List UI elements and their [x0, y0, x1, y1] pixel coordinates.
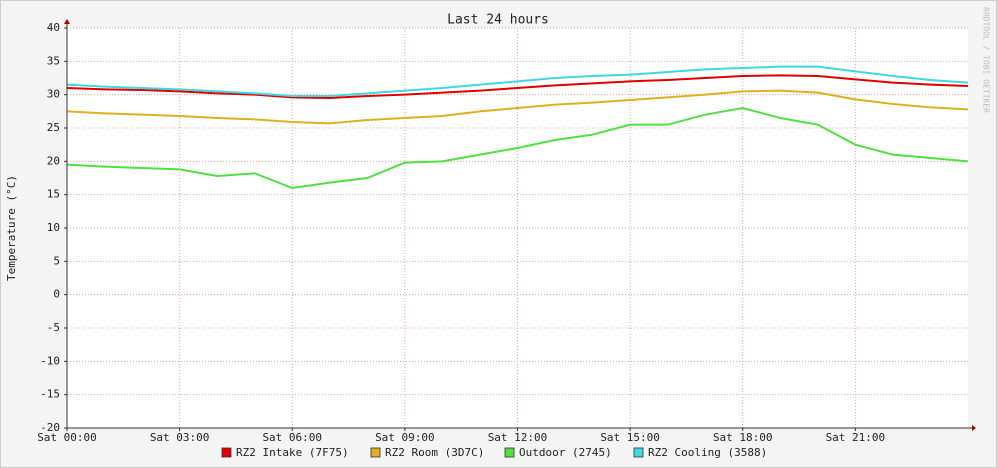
y-tick-label: 0 — [53, 288, 60, 301]
series-line — [66, 106, 969, 190]
legend-swatch — [221, 447, 232, 458]
y-tick-label: -10 — [40, 354, 60, 367]
x-tick-label: Sat 06:00 — [262, 431, 322, 444]
y-tick-label: -15 — [40, 388, 60, 401]
legend-swatch — [370, 447, 381, 458]
y-axis-label: Temperature (°C) — [5, 175, 18, 281]
legend-label: RZ2 Cooling (3588) — [648, 446, 767, 459]
y-tick-label: 30 — [47, 88, 60, 101]
y-tick-label: 10 — [47, 221, 60, 234]
series-line — [66, 74, 969, 100]
y-tick-label: -5 — [47, 321, 60, 334]
legend-label: RZ2 Room (3D7C) — [385, 446, 484, 459]
x-tick-label: Sat 15:00 — [600, 431, 660, 444]
y-tick-label: 20 — [47, 154, 60, 167]
x-tick-label: Sat 00:00 — [37, 431, 97, 444]
legend-label: RZ2 Intake (7F75) — [236, 446, 349, 459]
y-tick-label: 25 — [47, 121, 60, 134]
x-tick-label: Sat 12:00 — [488, 431, 548, 444]
side-text: RRDTOOL / TOBI OETIKER — [982, 7, 991, 113]
x-tick-label: Sat 09:00 — [375, 431, 435, 444]
y-tick-label: 5 — [53, 254, 60, 267]
series-line — [66, 89, 969, 125]
y-arrow — [64, 19, 70, 24]
y-tick-label: 40 — [47, 21, 60, 34]
series-line — [66, 65, 969, 97]
lines — [66, 65, 969, 190]
y-tick-label: 15 — [47, 188, 60, 201]
y-tick-label: 35 — [47, 54, 60, 67]
x-tick-label: Sat 18:00 — [713, 431, 773, 444]
x-tick-label: Sat 03:00 — [150, 431, 210, 444]
legend-swatch — [504, 447, 515, 458]
y-tick-label: -20 — [40, 421, 60, 434]
legend-swatch — [633, 447, 644, 458]
grid — [66, 27, 968, 429]
legend-label: Outdoor (2745) — [519, 446, 612, 459]
x-tick-label: Sat 21:00 — [826, 431, 886, 444]
chart-title: Last 24 hours — [447, 13, 549, 28]
x-arrow — [972, 425, 976, 431]
